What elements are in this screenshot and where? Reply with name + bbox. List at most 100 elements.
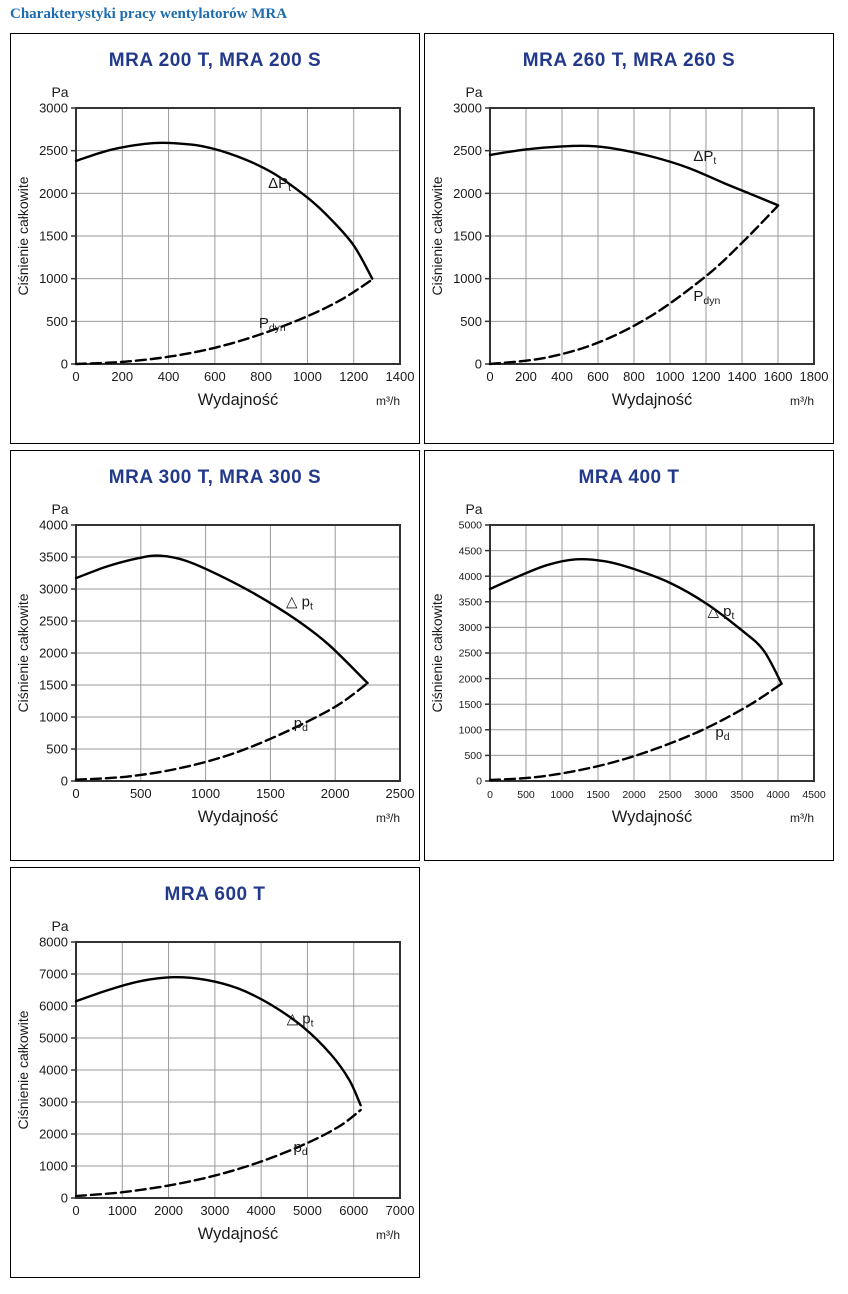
svg-text:2000: 2000 xyxy=(453,186,482,201)
svg-text:0: 0 xyxy=(61,357,68,372)
svg-text:500: 500 xyxy=(460,314,482,329)
svg-text:4000: 4000 xyxy=(39,1063,68,1078)
svg-text:3000: 3000 xyxy=(200,1203,229,1218)
svg-text:1000: 1000 xyxy=(39,1159,68,1174)
svg-text:0: 0 xyxy=(61,1191,68,1206)
svg-text:1400: 1400 xyxy=(386,369,415,384)
svg-text:1400: 1400 xyxy=(728,369,757,384)
svg-text:400: 400 xyxy=(158,369,180,384)
svg-text:1200: 1200 xyxy=(692,369,721,384)
svg-text:0: 0 xyxy=(72,786,79,801)
svg-text:6000: 6000 xyxy=(339,1203,368,1218)
svg-text:3500: 3500 xyxy=(730,789,754,801)
svg-text:500: 500 xyxy=(130,786,152,801)
svg-text:1000: 1000 xyxy=(453,271,482,286)
svg-text:1500: 1500 xyxy=(256,786,285,801)
chart-title-mra-200: MRA 200 T, MRA 200 S xyxy=(108,50,322,71)
svg-text:0: 0 xyxy=(72,1203,79,1218)
svg-text:1000: 1000 xyxy=(39,710,68,725)
svg-text:pd: pd xyxy=(294,1139,308,1158)
svg-text:600: 600 xyxy=(204,369,226,384)
svg-text:2000: 2000 xyxy=(459,673,483,685)
svg-text:Pa: Pa xyxy=(465,501,482,517)
svg-text:ΔPt: ΔPt xyxy=(693,148,716,167)
fan-curve-chart-mra-200: 0 200 400 600 800 1000 1200 1400 0 500 1000 1500 200… xyxy=(15,84,415,409)
svg-text:1500: 1500 xyxy=(459,699,483,711)
svg-text:3000: 3000 xyxy=(694,789,718,801)
svg-text:3500: 3500 xyxy=(459,596,483,608)
svg-text:1000: 1000 xyxy=(293,369,322,384)
svg-text:m³/h: m³/h xyxy=(790,811,814,825)
svg-text:△ pt: △ pt xyxy=(286,593,313,612)
svg-text:4500: 4500 xyxy=(459,545,483,557)
svg-text:3000: 3000 xyxy=(459,622,483,634)
svg-text:Ciśnienie całkowite: Ciśnienie całkowite xyxy=(429,593,445,712)
svg-text:1000: 1000 xyxy=(108,1203,137,1218)
svg-text:800: 800 xyxy=(623,369,645,384)
svg-text:1000: 1000 xyxy=(39,271,68,286)
svg-text:Wydajność: Wydajność xyxy=(612,808,693,826)
svg-text:Ciśnienie całkowite: Ciśnienie całkowite xyxy=(15,1010,31,1129)
svg-text:Pa: Pa xyxy=(51,84,68,100)
svg-text:2000: 2000 xyxy=(39,646,68,661)
chart-title-mra-600: MRA 600 T xyxy=(164,884,266,905)
page-title: Charakterystyki pracy wentylatorów MRA xyxy=(10,6,288,22)
svg-text:Wydajność: Wydajność xyxy=(198,1225,279,1243)
svg-text:ΔPt: ΔPt xyxy=(268,175,291,194)
svg-text:Pdyn: Pdyn xyxy=(693,288,720,307)
svg-text:400: 400 xyxy=(551,369,573,384)
svg-text:m³/h: m³/h xyxy=(376,394,400,408)
svg-text:m³/h: m³/h xyxy=(376,811,400,825)
svg-text:500: 500 xyxy=(46,314,68,329)
svg-text:3000: 3000 xyxy=(39,582,68,597)
svg-text:1600: 1600 xyxy=(764,369,793,384)
chart-panel-mra-300: MRA 300 T, MRA 300 S 0 500 1000 1500 2000 250… xyxy=(10,450,420,861)
fan-curve-chart-mra-300: 0 500 1000 1500 2000 2500 0 500 1000 1500 2000 2500… xyxy=(15,501,415,826)
svg-text:3000: 3000 xyxy=(39,101,68,116)
svg-text:Ciśnienie całkowite: Ciśnienie całkowite xyxy=(429,176,445,295)
svg-text:2500: 2500 xyxy=(453,143,482,158)
svg-text:m³/h: m³/h xyxy=(790,394,814,408)
chart-panel-mra-200: MRA 200 T, MRA 200 S 0 200 400 600 800 1000 12… xyxy=(10,33,420,444)
svg-text:2500: 2500 xyxy=(386,786,415,801)
svg-text:Wydajność: Wydajność xyxy=(198,391,279,409)
svg-text:1500: 1500 xyxy=(39,678,68,693)
svg-text:7000: 7000 xyxy=(386,1203,415,1218)
svg-text:2000: 2000 xyxy=(321,786,350,801)
svg-text:0: 0 xyxy=(487,789,493,801)
svg-text:Pa: Pa xyxy=(51,918,68,934)
svg-text:500: 500 xyxy=(517,789,535,801)
svg-text:7000: 7000 xyxy=(39,967,68,982)
svg-text:1000: 1000 xyxy=(459,724,483,736)
svg-text:1500: 1500 xyxy=(453,229,482,244)
svg-text:pd: pd xyxy=(294,715,308,734)
svg-text:500: 500 xyxy=(46,742,68,757)
svg-text:2500: 2500 xyxy=(39,143,68,158)
svg-text:3500: 3500 xyxy=(39,550,68,565)
svg-text:2000: 2000 xyxy=(39,1127,68,1142)
chart-panel-mra-600: MRA 600 T 0 1000 2000 3000 4000 5000 6000 7000 0… xyxy=(10,867,420,1278)
svg-text:0: 0 xyxy=(486,369,493,384)
chart-title-mra-300: MRA 300 T, MRA 300 S xyxy=(108,467,322,488)
svg-text:1500: 1500 xyxy=(39,229,68,244)
fan-curve-chart-mra-600: 0 1000 2000 3000 4000 5000 6000 7000 0 1000 2000 30… xyxy=(15,918,415,1243)
svg-text:2000: 2000 xyxy=(622,789,646,801)
charts-grid: MRA 200 T, MRA 200 S 0 200 400 600 800 1000 12… xyxy=(10,33,848,1278)
svg-text:1800: 1800 xyxy=(800,369,829,384)
svg-text:m³/h: m³/h xyxy=(376,1228,400,1242)
svg-text:Pa: Pa xyxy=(51,501,68,517)
svg-text:4000: 4000 xyxy=(459,571,483,583)
svg-text:4000: 4000 xyxy=(766,789,790,801)
svg-text:0: 0 xyxy=(476,776,482,788)
svg-text:1200: 1200 xyxy=(339,369,368,384)
svg-text:3000: 3000 xyxy=(39,1095,68,1110)
chart-title-mra-260: MRA 260 T, MRA 260 S xyxy=(522,50,736,71)
svg-text:2500: 2500 xyxy=(39,614,68,629)
svg-text:2000: 2000 xyxy=(39,186,68,201)
svg-text:△ pt: △ pt xyxy=(707,603,734,622)
chart-panel-mra-400: MRA 400 T 0 500 1000 1500 2000 2500 3000 3500 40… xyxy=(424,450,834,861)
svg-text:Wydajność: Wydajność xyxy=(198,808,279,826)
svg-text:5000: 5000 xyxy=(293,1203,322,1218)
svg-text:500: 500 xyxy=(464,750,482,762)
svg-text:1500: 1500 xyxy=(586,789,610,801)
